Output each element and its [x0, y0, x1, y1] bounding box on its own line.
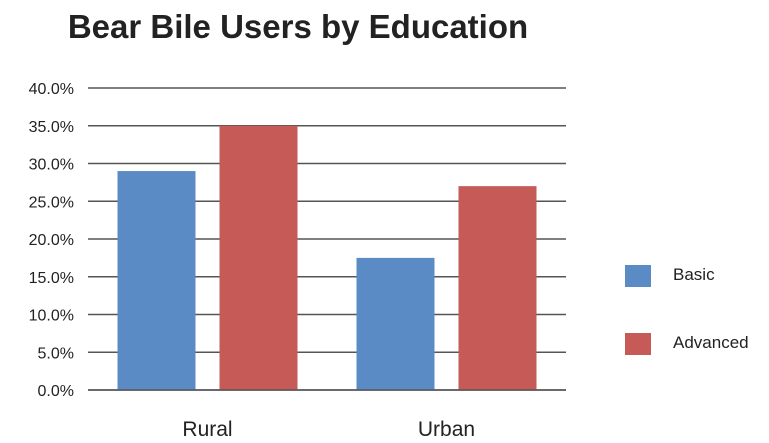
bar — [458, 186, 537, 390]
y-tick-label: 0.0% — [38, 383, 74, 400]
y-tick-label: 25.0% — [29, 194, 74, 211]
bar — [219, 125, 298, 390]
y-tick-label: 35.0% — [29, 119, 74, 136]
legend-label: Basic — [673, 265, 715, 284]
x-tick-label: Rural — [182, 418, 232, 441]
y-tick-label: 30.0% — [29, 157, 74, 174]
legend-swatch — [625, 265, 651, 287]
y-axis-ticks: 0.0% 5.0% 10.0% 15.0% 20.0% 25.0% 30.0% 35.0% 40… — [29, 81, 74, 400]
bar — [117, 171, 196, 390]
legend: Basic Advanced — [625, 265, 749, 355]
y-tick-label: 15.0% — [29, 270, 74, 287]
x-axis-labels: Rural Urban — [182, 418, 475, 441]
bar — [356, 257, 435, 390]
legend-swatch — [625, 333, 651, 355]
bars — [88, 125, 566, 391]
x-tick-label: Urban — [418, 418, 475, 441]
y-tick-label: 5.0% — [38, 345, 74, 362]
y-tick-label: 10.0% — [29, 308, 74, 325]
legend-label: Advanced — [673, 333, 749, 352]
y-tick-label: 40.0% — [29, 81, 74, 98]
chart-title: Bear Bile Users by Education — [67, 8, 529, 45]
y-tick-label: 20.0% — [29, 232, 74, 249]
